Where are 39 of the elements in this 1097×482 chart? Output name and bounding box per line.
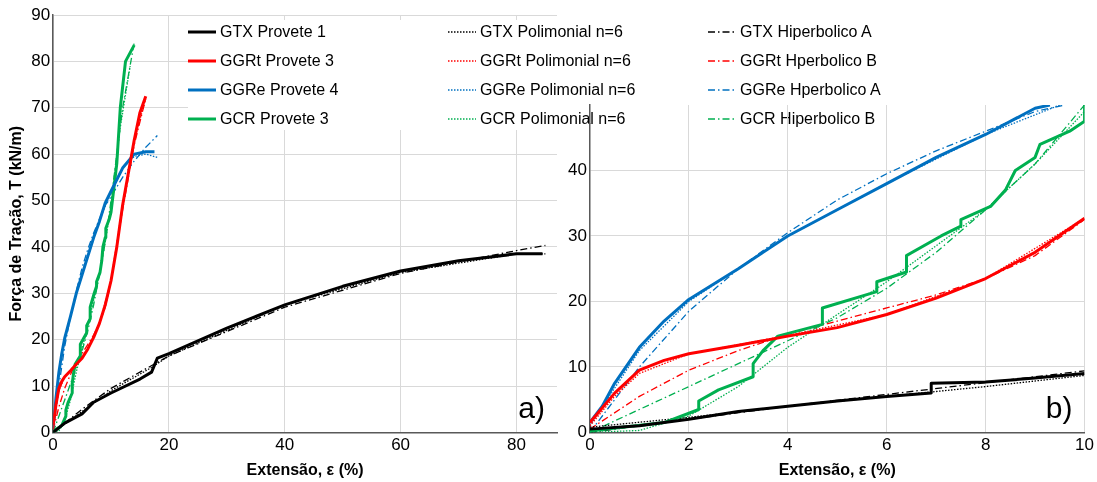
y-tick-label: 10 [567, 356, 587, 376]
y-tick-label: 30 [31, 282, 51, 302]
y-tick-label: 30 [567, 225, 587, 245]
y-tick-label: 70 [31, 97, 51, 117]
y-tick-label: 40 [567, 160, 587, 180]
y-tick-label: 50 [31, 190, 51, 210]
y-tick-label: 20 [31, 329, 51, 349]
legend-label: GGRe Hperbolico A [740, 80, 881, 99]
x-tick-label: 80 [507, 435, 526, 455]
legend-label: GGRe Provete 4 [220, 80, 339, 99]
legend-label: GCR Hiperbolico B [740, 109, 876, 128]
y-tick-label: 90 [31, 4, 51, 24]
y-axis-title: Força de Tração, T (kN/m) [7, 125, 25, 322]
legend-label: GGRt Hperbolico B [740, 51, 878, 70]
y-tick-label: 10 [31, 375, 51, 395]
x-axis-title: Extensão, ε (%) [246, 460, 364, 478]
annotation: a) [518, 390, 545, 424]
x-tick-label: 8 [980, 435, 991, 455]
x-tick-label: 20 [159, 435, 179, 455]
y-tick-label: 40 [31, 236, 51, 256]
x-tick-label: 4 [783, 435, 793, 455]
x-tick-label: 10 [1075, 435, 1095, 455]
annotation: b) [1045, 390, 1073, 424]
legend-label: GGRt Provete 3 [220, 51, 334, 70]
x-tick-label: 2 [684, 435, 694, 455]
x-tick-label: 40 [275, 435, 295, 455]
x-tick-label: 6 [881, 435, 892, 455]
legend-label: GTX Hiperbolico A [740, 22, 872, 41]
legend-label: GTX Provete 1 [220, 22, 326, 41]
x-axis-title: Extensão, ε (%) [778, 460, 896, 478]
legend-label: GTX Polimonial n=6 [480, 22, 623, 41]
y-tick-label: 0 [577, 422, 587, 442]
legend-label: GCR Provete 3 [220, 109, 329, 128]
legend-label: GGRt Polimonial n=6 [480, 51, 631, 70]
legend-label: GGRe Polimonial n=6 [480, 80, 636, 99]
x-tick-label: 60 [391, 435, 411, 455]
y-tick-label: 80 [31, 51, 51, 71]
y-tick-label: 60 [31, 143, 51, 163]
y-tick-label: 20 [567, 291, 587, 311]
